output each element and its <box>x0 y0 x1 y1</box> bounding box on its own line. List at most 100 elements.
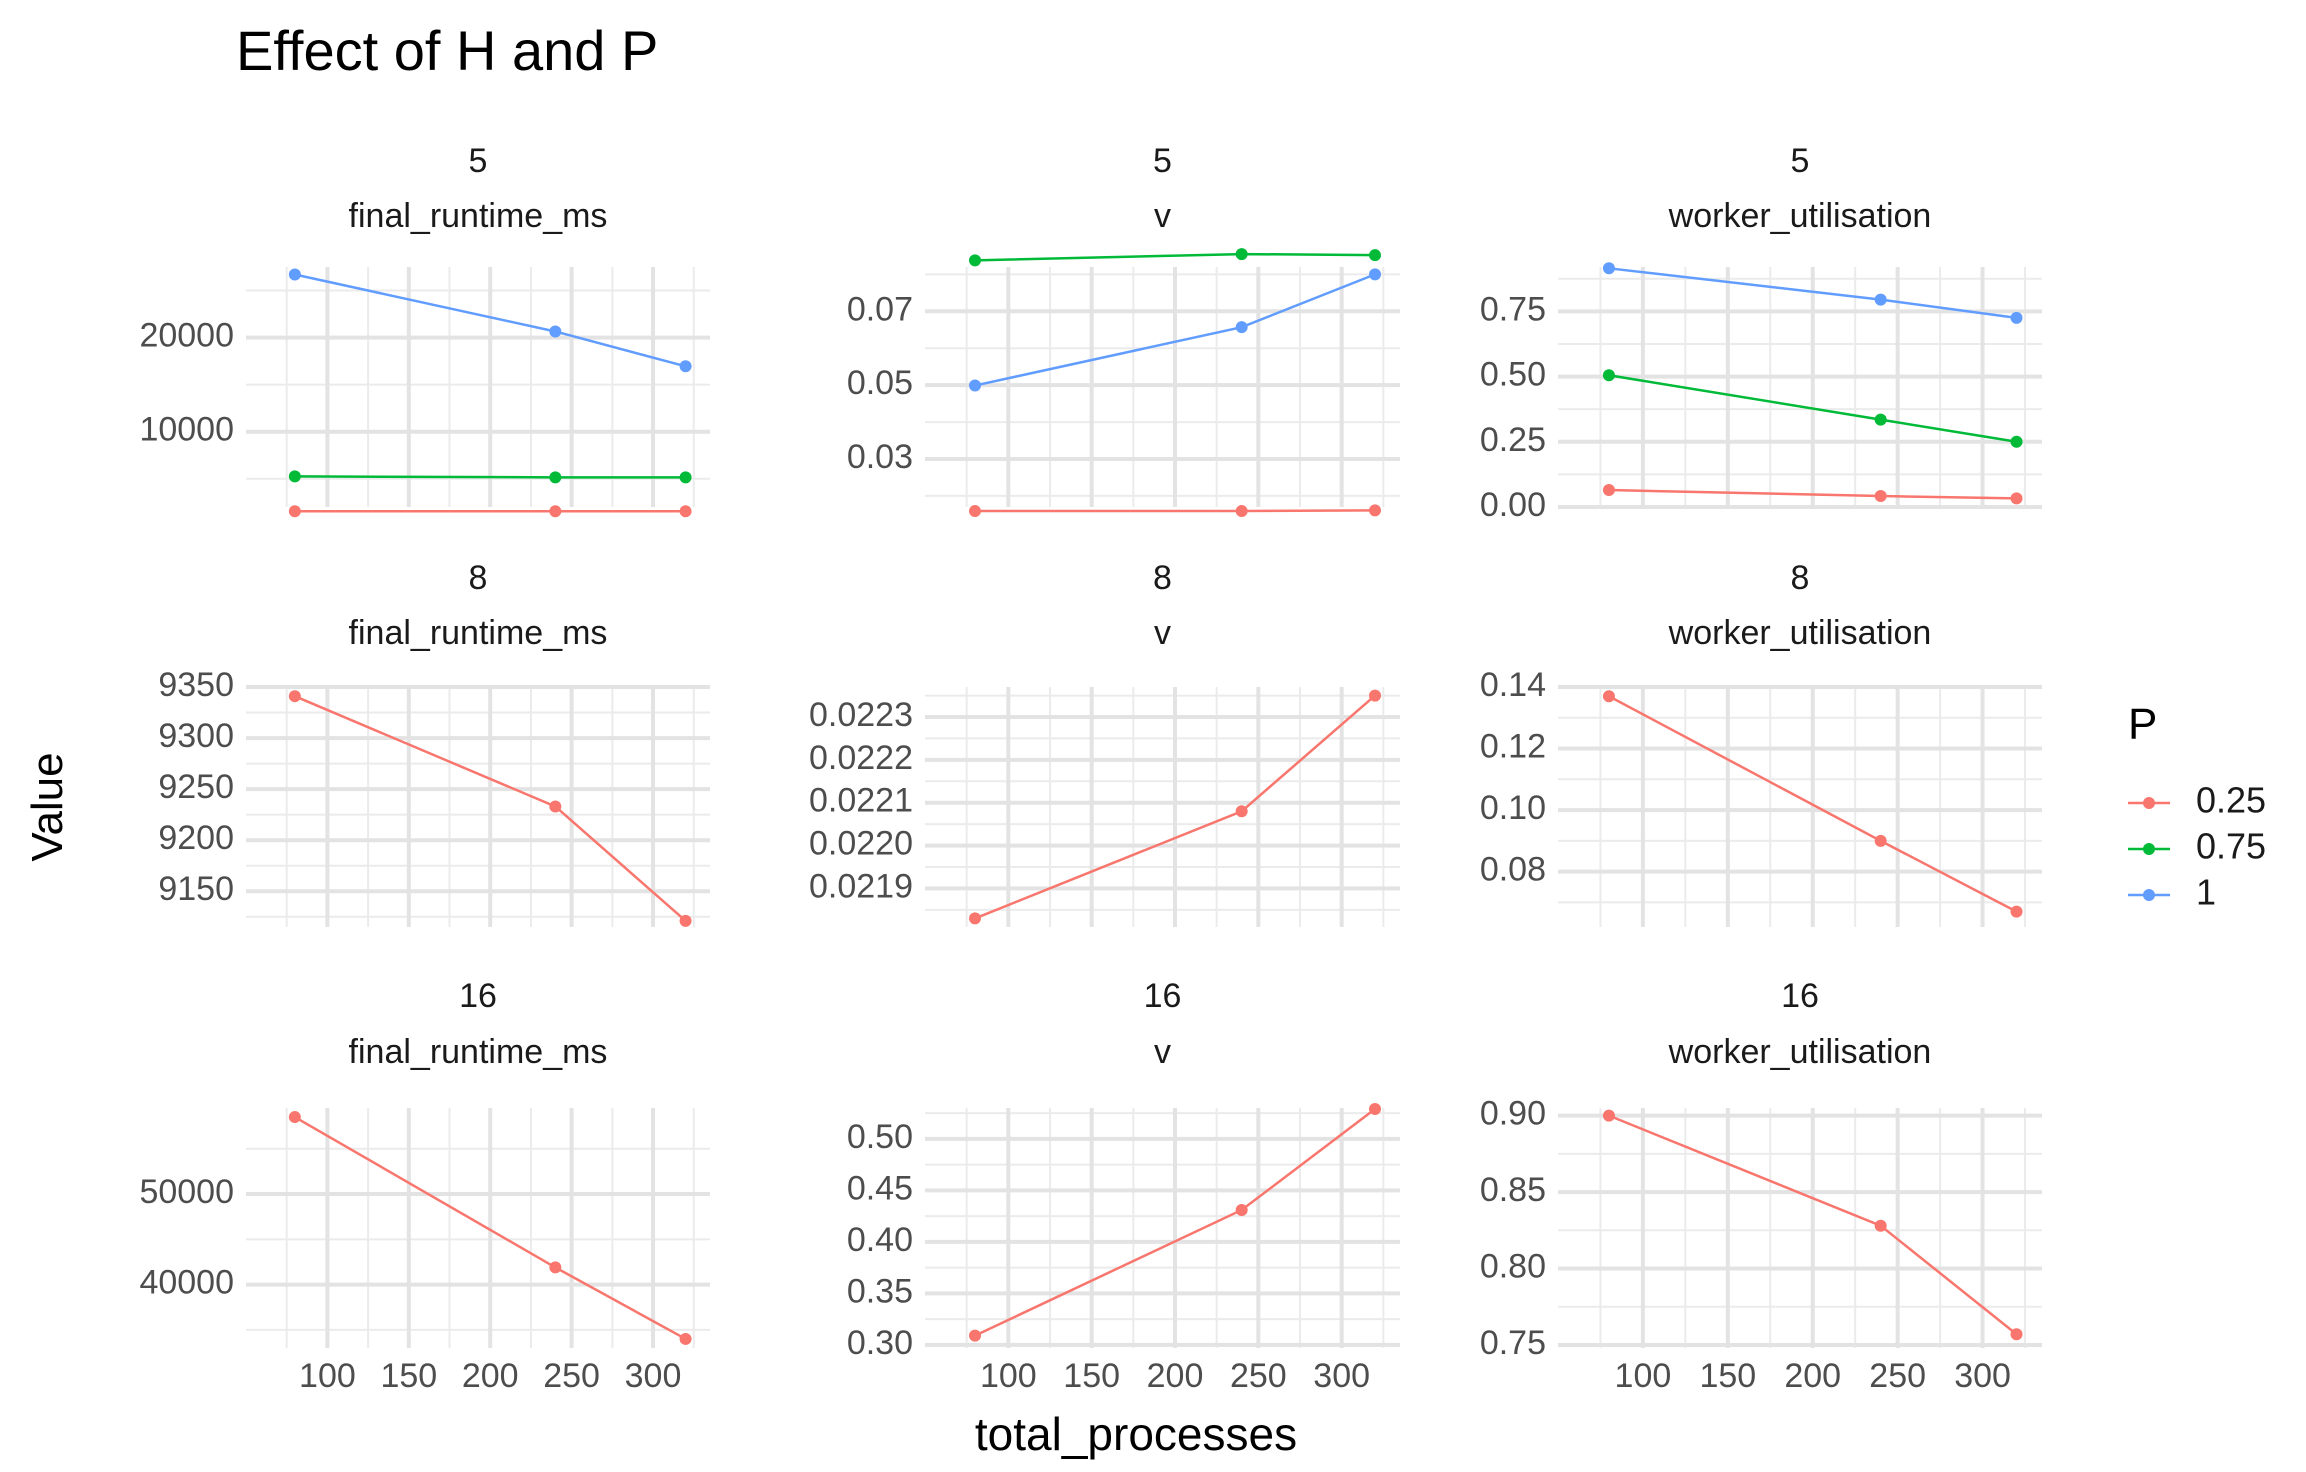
data-point <box>679 914 692 927</box>
data-point <box>288 1111 301 1124</box>
strip-label-h: 5 <box>1791 142 1810 180</box>
y-tick-label: 0.80 <box>1480 1247 1546 1285</box>
facet-panel: 8 v 0.0219 0.0220 0.0221 0.0222 0.0223 <box>809 559 1400 927</box>
strip-label-metric: final_runtime_ms <box>349 197 608 235</box>
x-tick-label: 300 <box>1313 1357 1370 1395</box>
y-tick-label: 40000 <box>139 1264 234 1302</box>
facet-panel: 8 worker_utilisation 0.08 0.10 0.12 0.14 <box>1480 559 2042 927</box>
facet-panel: 16 worker_utilisation 0.75 0.80 0.85 0.90 100 1… <box>1480 977 2042 1395</box>
data-point <box>1874 413 1887 426</box>
data-point <box>1235 805 1248 818</box>
data-point <box>2010 435 2023 448</box>
data-point <box>969 912 981 925</box>
legend-item: 0.75 <box>2128 826 2266 867</box>
data-point <box>288 505 301 518</box>
strip-label-h: 16 <box>1144 977 1182 1015</box>
strip-label-metric: worker_utilisation <box>1668 614 1932 652</box>
y-tick-label: 0.40 <box>847 1221 913 1259</box>
y-tick-label: 0.12 <box>1480 728 1546 766</box>
y-tick-label: 0.45 <box>847 1169 913 1207</box>
x-tick-label: 250 <box>1230 1357 1287 1395</box>
legend-item: 0.25 <box>2128 780 2266 821</box>
strip-label-h: 16 <box>459 977 497 1015</box>
y-tick-label: 9150 <box>158 870 234 908</box>
data-point <box>679 505 692 518</box>
y-tick-label: 0.0219 <box>809 867 913 905</box>
y-tick-label: 0.00 <box>1480 486 1546 524</box>
strip-label-h: 8 <box>1791 559 1810 597</box>
x-tick-label: 250 <box>543 1357 600 1395</box>
data-point <box>969 379 981 392</box>
y-tick-label: 0.10 <box>1480 789 1546 827</box>
y-tick-label: 10000 <box>139 411 234 449</box>
x-tick-label: 200 <box>462 1357 519 1395</box>
strip-label-metric: v <box>1154 197 1171 235</box>
legend-key-point <box>2143 843 2155 855</box>
y-tick-label: 9200 <box>158 819 234 857</box>
facet-panels: 5 final_runtime_ms 10000 20000 5 v 0.03 0.05 0.0… <box>139 142 2042 1395</box>
y-axis-label: Value <box>23 752 72 861</box>
data-point <box>1369 1103 1381 1116</box>
data-point <box>2010 311 2023 324</box>
legend-label: 0.25 <box>2196 780 2266 821</box>
strip-label-h: 8 <box>1153 559 1172 597</box>
data-point <box>1235 505 1248 518</box>
data-point <box>1602 690 1615 703</box>
strip-label-metric: v <box>1154 1033 1171 1071</box>
y-tick-label: 9350 <box>158 666 234 704</box>
legend: P 0.25 0.75 1 <box>2128 700 2266 913</box>
data-point <box>1602 369 1615 382</box>
y-tick-label: 0.50 <box>847 1118 913 1156</box>
data-point <box>288 268 301 281</box>
x-tick-label: 150 <box>380 1357 437 1395</box>
data-point <box>1369 689 1381 702</box>
y-tick-label: 0.35 <box>847 1272 913 1310</box>
facet-panel: 5 final_runtime_ms 10000 20000 <box>139 142 710 518</box>
y-tick-label: 0.0220 <box>809 825 913 863</box>
data-point <box>1235 321 1248 334</box>
x-tick-label: 200 <box>1147 1357 1204 1395</box>
chart-title: Effect of H and P <box>236 19 658 82</box>
strip-label-h: 5 <box>469 142 488 180</box>
data-point <box>288 690 301 703</box>
facet-panel: 5 worker_utilisation 0.00 0.25 0.50 0.75 <box>1480 142 2042 524</box>
x-axis-label: total_processes <box>975 1408 1297 1460</box>
y-tick-label: 0.50 <box>1480 356 1546 394</box>
data-point <box>1874 1219 1887 1232</box>
x-tick-label: 150 <box>1699 1357 1756 1395</box>
x-tick-label: 100 <box>1615 1357 1672 1395</box>
y-tick-label: 0.08 <box>1480 851 1546 889</box>
data-point <box>549 800 562 813</box>
series-line <box>975 509 1376 513</box>
y-tick-label: 0.07 <box>847 290 913 328</box>
data-point <box>1369 504 1381 517</box>
x-tick-label: 250 <box>1869 1357 1926 1395</box>
data-point <box>1235 248 1248 261</box>
data-point <box>1369 249 1381 262</box>
legend-title: P <box>2128 700 2157 749</box>
data-point <box>2010 492 2023 505</box>
data-point <box>288 470 301 483</box>
data-point <box>2010 905 2023 918</box>
data-point <box>549 471 562 484</box>
facet-panel: 16 v 0.30 0.35 0.40 0.45 0.50 100 150 200 250 300 <box>847 977 1400 1395</box>
strip-label-metric: final_runtime_ms <box>349 1033 608 1071</box>
legend-label: 0.75 <box>2196 826 2266 867</box>
y-tick-label: 0.85 <box>1480 1171 1546 1209</box>
x-tick-label: 100 <box>299 1357 356 1395</box>
strip-label-h: 8 <box>469 559 488 597</box>
y-tick-label: 0.14 <box>1480 666 1546 704</box>
y-tick-label: 0.0223 <box>809 696 913 734</box>
facet-panel: 5 v 0.03 0.05 0.07 <box>847 142 1400 518</box>
legend-item: 1 <box>2128 872 2216 913</box>
data-point <box>1874 490 1887 503</box>
data-point <box>549 325 562 338</box>
x-tick-label: 300 <box>1954 1357 2011 1395</box>
data-point <box>549 1261 562 1274</box>
strip-label-metric: final_runtime_ms <box>349 614 608 652</box>
data-point <box>679 471 692 484</box>
y-tick-label: 0.03 <box>847 438 913 476</box>
y-tick-label: 9250 <box>158 768 234 806</box>
data-point <box>679 1332 692 1345</box>
